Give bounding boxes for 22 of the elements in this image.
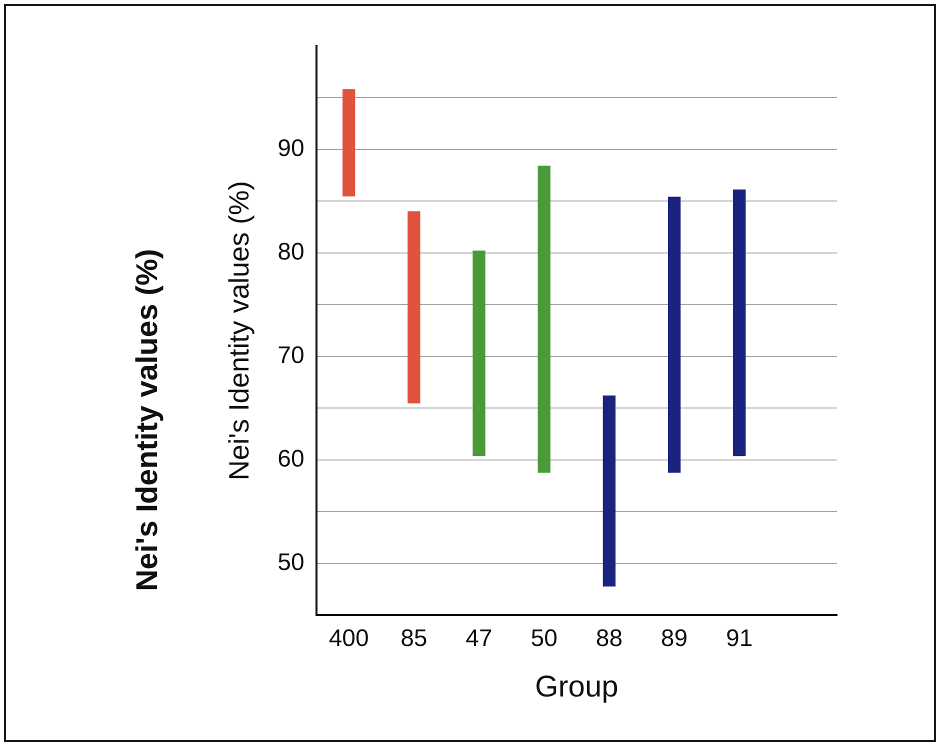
x-axis-title: Group xyxy=(534,670,618,704)
bar xyxy=(538,166,550,473)
bar xyxy=(668,196,681,473)
x-tick-label: 85 xyxy=(400,625,428,652)
x-tick-label: 91 xyxy=(726,625,753,652)
bar xyxy=(733,190,746,456)
y-axis-title: Nei's Identity values (%) xyxy=(224,180,255,480)
x-tick-label: 88 xyxy=(596,625,623,652)
y-tick-label: 80 xyxy=(278,238,304,266)
y-tick-label: 90 xyxy=(278,135,304,162)
x-tick-label: 50 xyxy=(530,625,558,652)
y-tick-label: 50 xyxy=(278,549,304,576)
bar xyxy=(472,250,486,456)
text: Nei's Identity values (%) xyxy=(131,248,165,592)
bar xyxy=(408,211,420,404)
bar xyxy=(342,89,356,196)
x-tick-label: 47 xyxy=(466,625,492,652)
y-tick-label: 70 xyxy=(278,342,304,370)
bar xyxy=(602,395,616,587)
y-tick-label: 60 xyxy=(278,446,304,473)
x-tick-label: 89 xyxy=(660,625,688,652)
x-tick-label: 400 xyxy=(328,625,369,652)
